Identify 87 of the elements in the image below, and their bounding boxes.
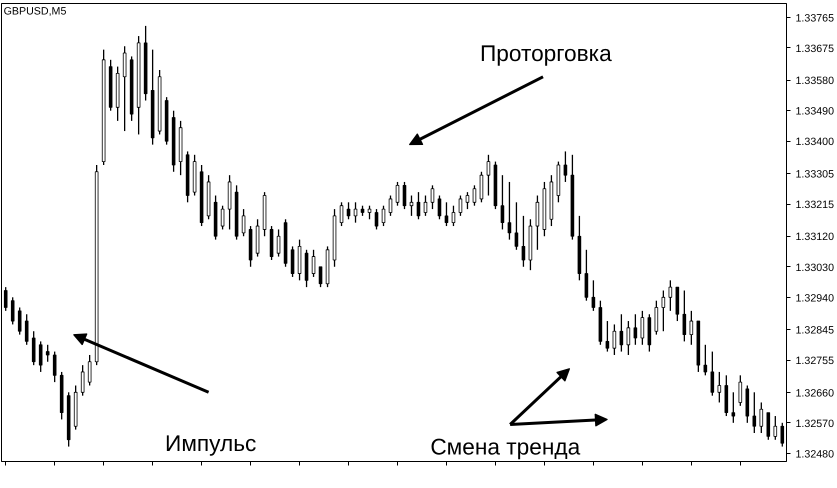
candlestick <box>4 286 8 312</box>
candlestick <box>752 392 756 434</box>
candlestick <box>10 296 14 326</box>
candlestick <box>508 181 512 240</box>
candlestick <box>360 205 364 217</box>
y-tick-label: 1.33030 <box>796 262 834 274</box>
candlestick <box>410 194 414 217</box>
candlestick <box>654 300 658 336</box>
candlestick <box>424 194 428 217</box>
y-tick-label: 1.32845 <box>796 324 834 337</box>
candlestick <box>88 354 92 386</box>
candlestick <box>584 249 588 302</box>
candlestick <box>122 46 126 132</box>
y-tick-label: 1.33400 <box>796 136 834 148</box>
candlestick <box>522 215 526 268</box>
candlestick <box>690 310 694 346</box>
candlestick <box>472 184 476 206</box>
candlestick <box>606 320 610 352</box>
candlestick <box>402 181 406 210</box>
candlestick <box>480 171 484 203</box>
candlestick <box>368 205 372 220</box>
candlestick <box>452 205 456 227</box>
candlestick <box>486 154 490 196</box>
candlestick <box>220 205 224 230</box>
candlestick <box>514 202 518 250</box>
candlestick <box>626 320 630 356</box>
candlestick <box>38 340 42 373</box>
y-tick-label: 1.32660 <box>796 387 834 400</box>
y-tick-label: 1.32940 <box>796 292 834 304</box>
candlestick <box>466 191 470 210</box>
candlestick <box>290 246 294 278</box>
candlestick <box>620 314 624 352</box>
y-tick-label: 1.32755 <box>796 355 834 368</box>
y-tick-label: 1.33490 <box>796 106 834 118</box>
y-tick-label: 1.33765 <box>796 12 834 24</box>
annotation: Смена тренда <box>430 434 581 460</box>
candlestick <box>564 150 568 183</box>
candlestick <box>704 344 708 376</box>
candlestick <box>718 371 722 404</box>
y-tick-label: 1.33580 <box>796 75 834 88</box>
y-tick-label: 1.33675 <box>796 42 834 55</box>
candlestick <box>500 174 504 230</box>
candlestick <box>760 402 764 434</box>
candlestick <box>52 350 56 383</box>
candlestick <box>592 280 596 312</box>
candlestick <box>458 194 462 217</box>
candlestick <box>640 310 644 346</box>
chart-title: GBPUSD,M5 <box>4 6 66 18</box>
candlestick <box>536 194 540 250</box>
candlestick <box>382 205 386 227</box>
candlestick <box>766 412 770 440</box>
candlestick <box>416 191 420 220</box>
candlestick <box>396 181 400 206</box>
candlestick <box>634 314 638 346</box>
candlestick <box>32 330 36 366</box>
candlestick <box>276 228 280 258</box>
candlestick <box>682 290 686 342</box>
candlestick <box>18 306 22 336</box>
y-tick-label: 1.32570 <box>796 418 834 430</box>
candlestick <box>80 364 84 396</box>
annotation: Импульс <box>165 430 256 456</box>
candlestick <box>46 344 50 362</box>
candlestick <box>668 280 672 312</box>
candlestick <box>612 324 616 356</box>
candlestick <box>318 266 322 288</box>
candlestick <box>710 350 714 396</box>
candlestick <box>732 392 736 424</box>
y-tick-label: 1.33215 <box>796 199 834 211</box>
candlestick <box>444 202 448 227</box>
y-tick-label: 1.33120 <box>796 231 834 244</box>
y-tick-label: 1.33305 <box>796 168 834 180</box>
candlestick <box>774 415 778 440</box>
y-tick-label: 1.32480 <box>796 448 834 460</box>
candlestick <box>388 194 392 217</box>
candlestick <box>738 374 742 407</box>
candlestick <box>430 184 434 210</box>
candlestick <box>374 208 378 230</box>
candlestick <box>340 202 344 227</box>
candlestick <box>346 202 350 220</box>
candlestick <box>312 249 316 278</box>
candlestick <box>242 208 246 237</box>
candlestick <box>662 290 666 332</box>
candlestick <box>354 202 358 224</box>
annotation: Проторговка <box>480 40 612 66</box>
candlestick <box>438 194 442 220</box>
candlestick <box>780 422 784 448</box>
candlestick <box>24 314 28 346</box>
